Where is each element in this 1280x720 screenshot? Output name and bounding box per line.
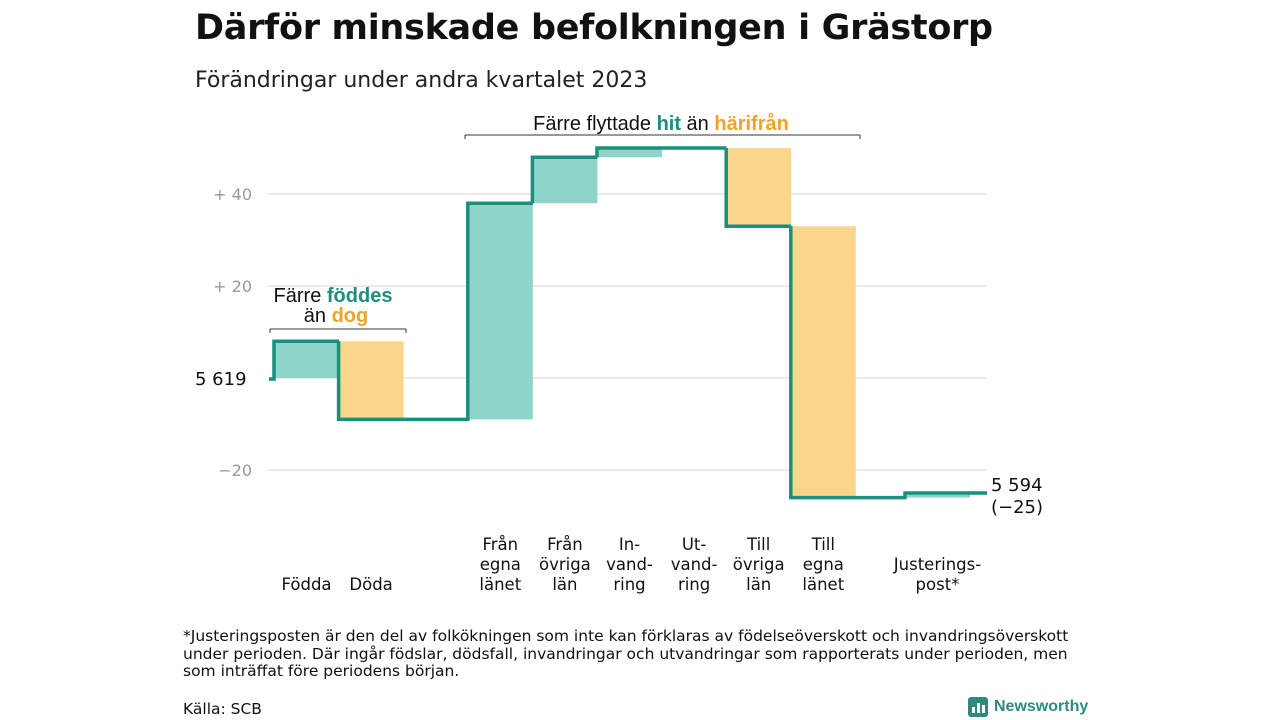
y-tick-label: + 40 [213, 185, 252, 204]
bar [726, 148, 792, 227]
y-tick-labels: + 40 + 20 −20 [213, 185, 252, 480]
step-line [269, 146, 987, 500]
migration-annotation-key1: hit [657, 113, 682, 135]
newsworthy-logo: Newsworthy [968, 697, 1088, 717]
migration-annotation-prefix: Färre flyttade [533, 113, 656, 135]
birth-annotation-line2: än dog [304, 305, 368, 327]
waterfall-chart: + 40 + 20 −20 Födda Döda Från egna länet Från öv… [195, 112, 1043, 594]
category-labels: Födda Döda Från egna länet Från övriga län In-va… [281, 535, 981, 594]
migration-annotation-key2: härifrån [714, 112, 788, 135]
end-change-label: (−25) [991, 497, 1043, 518]
birth-annotation-prefix: Färre [274, 285, 327, 307]
start-value-label: 5 619 [195, 369, 247, 390]
y-tick-label: −20 [218, 461, 252, 480]
bars [274, 148, 970, 498]
category-label: Döda [349, 575, 392, 594]
category-label: Till övriga län [733, 535, 785, 594]
category-label: In-vand-ring [606, 535, 653, 594]
footnote: *Justeringsposten är den del av folkökni… [183, 627, 1069, 680]
category-label: Födda [281, 575, 331, 594]
page-subtitle: Förändringar under andra kvartalet 2023 [195, 68, 648, 93]
end-value-label: 5 594 [991, 475, 1043, 496]
annotations: Färre föddes än dog Färre flyttade hit ä… [269, 112, 861, 333]
grid-lines [268, 193, 987, 471]
bar [790, 226, 856, 498]
category-label: Ut-vand-ring [671, 535, 718, 594]
migration-annotation-mid: än [681, 113, 714, 135]
category-label: Till egna länet [802, 535, 844, 594]
bar [338, 341, 404, 420]
migration-annotation: Färre flyttade hit än härifrån [533, 112, 789, 135]
birth-annotation-prefix2: än [304, 305, 332, 327]
bar [467, 203, 533, 420]
bar [905, 493, 970, 498]
bar [597, 148, 662, 158]
newsworthy-logo-text: Newsworthy [994, 698, 1089, 715]
y-tick-label: + 20 [213, 277, 252, 296]
birth-annotation-line1: Färre föddes [274, 285, 393, 307]
birth-annotation-key2: dog [332, 305, 369, 327]
category-label: Från övriga län [539, 535, 591, 594]
category-label: Från egna länet [479, 535, 521, 594]
category-label: Justerings-post* [893, 555, 981, 594]
newsworthy-logo-icon [968, 697, 988, 717]
bar [274, 341, 339, 378]
page-title: Därför minskade befolkningen i Grästorp [195, 8, 993, 48]
source-label: Källa: SCB [183, 700, 262, 718]
birth-annotation-key1: föddes [327, 285, 393, 307]
bar [532, 157, 598, 204]
